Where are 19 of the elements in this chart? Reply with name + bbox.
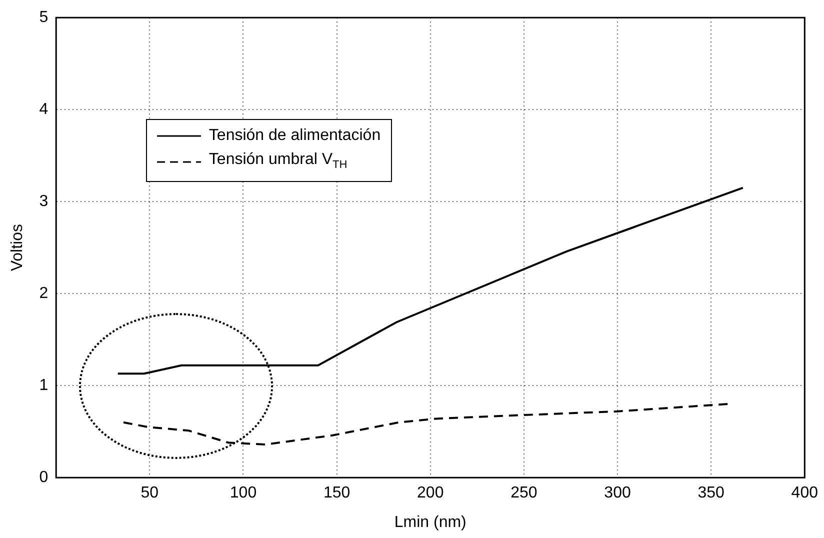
y-tick-label: 0 [39,469,48,486]
x-tick-label: 350 [698,484,725,502]
y-axis-title: Voltios [9,224,26,272]
x-tick-label: 100 [230,484,257,502]
y-tick-label: 5 [39,9,48,26]
line-series [122,403,729,446]
y-tick-label: 2 [39,285,48,302]
y-tick-label: 4 [39,101,48,118]
legend-label: Tensión umbral V$_{TH}$ [208,150,348,173]
x-tick-label: 200 [417,484,444,502]
legend-label: Tensión de alimentación [208,126,381,146]
x-tick-label: 50 [140,484,159,502]
x-tick-label: 300 [604,484,631,502]
x-axis-title: Lmin (nm) [394,514,466,531]
y-tick-label: 3 [39,193,48,210]
x-tick-label: 150 [323,484,350,502]
x-tick-label: 250 [510,484,538,502]
x-tick-label: 400 [791,484,818,502]
y-tick-label: 1 [39,377,48,394]
